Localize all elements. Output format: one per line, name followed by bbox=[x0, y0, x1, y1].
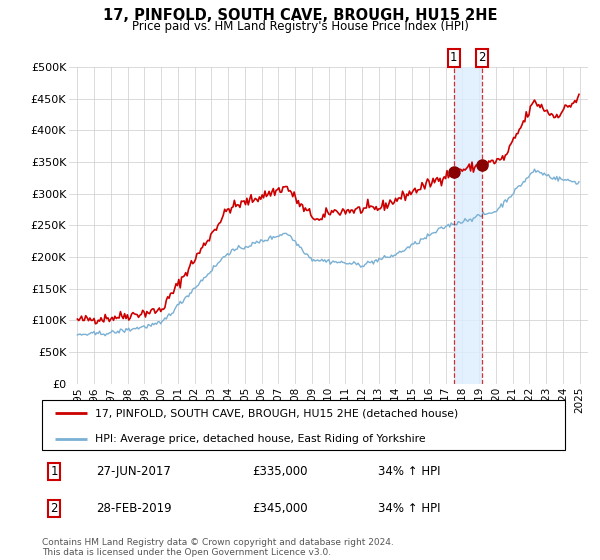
Text: 1: 1 bbox=[50, 465, 58, 478]
Bar bbox=[454, 67, 482, 384]
Text: Contains HM Land Registry data © Crown copyright and database right 2024.
This d: Contains HM Land Registry data © Crown c… bbox=[42, 538, 394, 557]
FancyBboxPatch shape bbox=[42, 400, 565, 450]
Text: Price paid vs. HM Land Registry's House Price Index (HPI): Price paid vs. HM Land Registry's House … bbox=[131, 20, 469, 32]
Text: 28-FEB-2019: 28-FEB-2019 bbox=[96, 502, 172, 515]
Text: £335,000: £335,000 bbox=[252, 465, 308, 478]
Text: 34% ↑ HPI: 34% ↑ HPI bbox=[378, 465, 440, 478]
Text: 2: 2 bbox=[50, 502, 58, 515]
Text: 17, PINFOLD, SOUTH CAVE, BROUGH, HU15 2HE: 17, PINFOLD, SOUTH CAVE, BROUGH, HU15 2H… bbox=[103, 8, 497, 24]
Text: 34% ↑ HPI: 34% ↑ HPI bbox=[378, 502, 440, 515]
Text: HPI: Average price, detached house, East Riding of Yorkshire: HPI: Average price, detached house, East… bbox=[95, 434, 425, 444]
Text: 2: 2 bbox=[478, 52, 485, 64]
Text: 27-JUN-2017: 27-JUN-2017 bbox=[96, 465, 171, 478]
Text: 17, PINFOLD, SOUTH CAVE, BROUGH, HU15 2HE (detached house): 17, PINFOLD, SOUTH CAVE, BROUGH, HU15 2H… bbox=[95, 408, 458, 418]
Text: £345,000: £345,000 bbox=[252, 502, 308, 515]
Text: 1: 1 bbox=[450, 52, 458, 64]
